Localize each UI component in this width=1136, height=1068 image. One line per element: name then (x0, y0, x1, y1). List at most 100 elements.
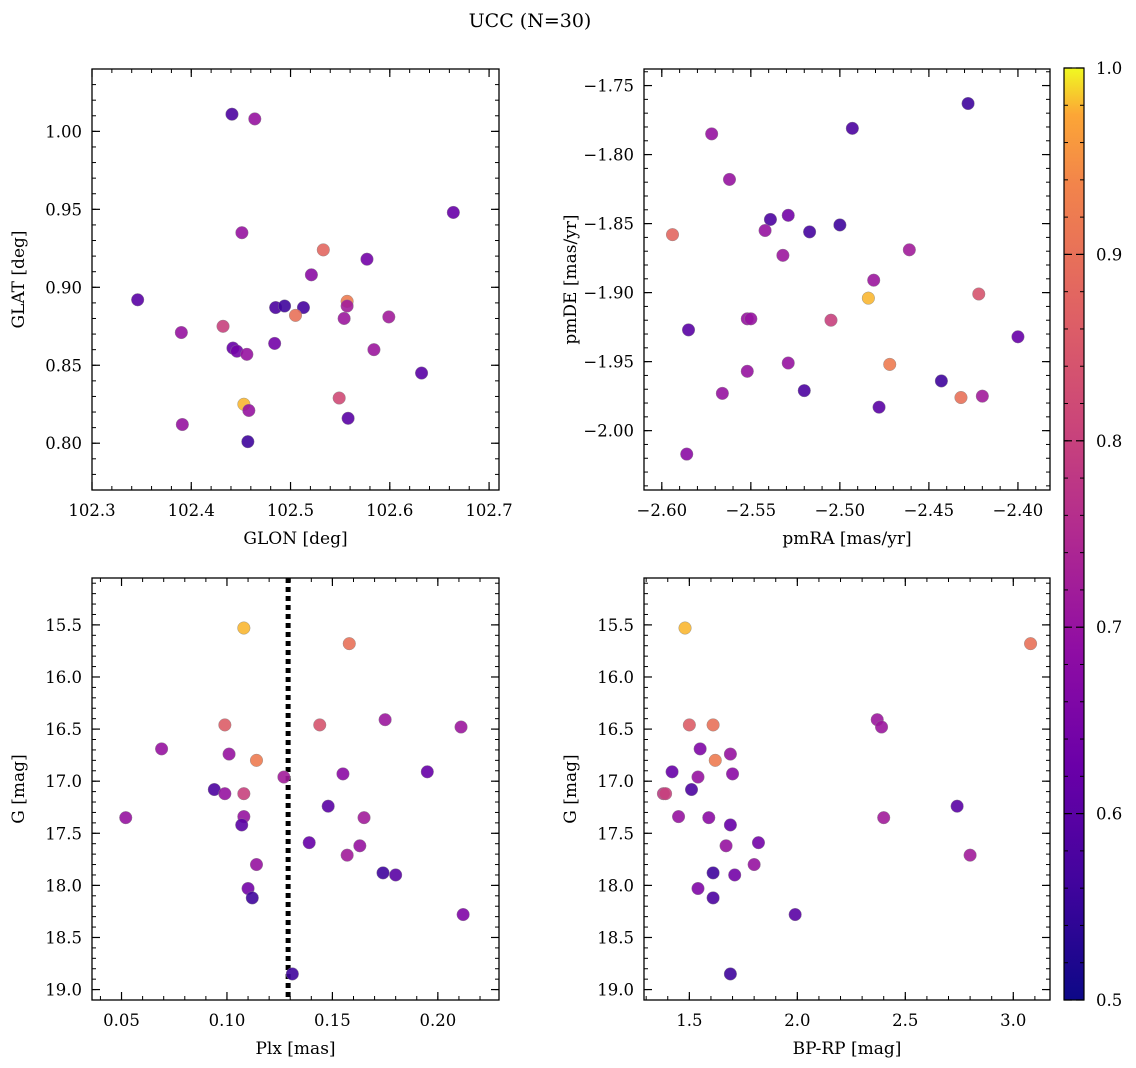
scatter-points (656, 621, 1038, 981)
y-axis-label: GLAT [deg] (9, 230, 29, 328)
scatter-point (1011, 330, 1025, 344)
scatter-point (845, 121, 859, 135)
scatter-point (961, 97, 975, 111)
scatter-point (702, 811, 716, 825)
scatter-point (237, 787, 251, 801)
x-tick-label: 0.15 (314, 1011, 351, 1030)
scatter-point (342, 637, 356, 651)
scatter-point (861, 291, 875, 305)
scatter-point (728, 868, 742, 882)
scatter-point (788, 908, 802, 922)
y-tick-label: 15.5 (45, 616, 82, 635)
scatter-point (706, 718, 720, 732)
x-tick-label: 0.05 (103, 1011, 140, 1030)
scatter-point (934, 374, 948, 388)
scatter-point (706, 891, 720, 905)
panel-plx-g: 0.05 0.10 0.15 0.20 15.5 16.0 16.5 17.0 17.5 18.0… (9, 577, 500, 1059)
x-tick-label: 102.6 (366, 501, 413, 520)
scatter-point (776, 248, 790, 262)
scatter-point (708, 753, 722, 767)
x-tick-label: 2.0 (784, 1011, 810, 1030)
scatter-point (340, 848, 354, 862)
colorbar-gradient (1063, 67, 1085, 1001)
colorbar-tick-label: 1.0 (1096, 59, 1122, 78)
scatter-point (155, 742, 169, 756)
minor-ticks (643, 69, 1050, 490)
scatter-point (218, 787, 232, 801)
x-axis-label: Plx [mas] (255, 1039, 335, 1059)
scatter-point (332, 391, 346, 405)
scatter-point (715, 386, 729, 400)
x-tick-label: −2.45 (904, 501, 955, 520)
scatter-point (268, 336, 282, 350)
scatter-point (222, 747, 236, 761)
scatter-point (665, 228, 679, 242)
y-axis-label: G [mag] (561, 754, 581, 823)
scatter-point (337, 311, 351, 325)
scatter-point (740, 364, 754, 378)
y-tick-label: 18.5 (45, 928, 82, 947)
scatter-point (302, 836, 316, 850)
y-tick-label: −1.90 (583, 284, 634, 303)
scatter-point (693, 742, 707, 756)
scatter-point (758, 223, 772, 237)
scatter-point (1024, 637, 1038, 651)
x-tick-label: −2.55 (726, 501, 777, 520)
scatter-point (119, 811, 133, 825)
scatter-point (672, 810, 686, 824)
scatter-point (341, 411, 355, 425)
colorbar-tick-label: 0.9 (1096, 245, 1122, 264)
scatter-point (833, 218, 847, 232)
scatter-point (367, 343, 381, 357)
scatter-point (824, 313, 838, 327)
scatter-point (723, 818, 737, 832)
y-tick-label: 18.0 (597, 876, 634, 895)
axes-frame-glon-glat (91, 68, 500, 491)
x-tick-label: 102.4 (168, 501, 215, 520)
scatter-point (353, 839, 367, 853)
x-tick-label: −2.50 (815, 501, 866, 520)
y-tick-label: 0.90 (45, 278, 82, 297)
scatter-point (744, 312, 758, 326)
scatter-point (678, 621, 692, 635)
x-tick-label: −2.60 (637, 501, 688, 520)
scatter-point (682, 718, 696, 732)
y-tick-label: 16.0 (597, 668, 634, 687)
scatter-point (781, 356, 795, 370)
colorbar-tick-label: 0.7 (1096, 618, 1122, 637)
x-tick-label: 0.10 (209, 1011, 246, 1030)
x-tick-label: 1.5 (676, 1011, 702, 1030)
scatter-point (781, 208, 795, 222)
scatter-point (972, 287, 986, 301)
scatter-point (240, 347, 254, 361)
scatter-point (376, 866, 390, 880)
scatter-point (235, 226, 249, 240)
scatter-point (382, 310, 396, 324)
y-axis-label: pmDE [mas/yr] (561, 214, 581, 344)
x-axis-label: BP-RP [mag] (793, 1039, 902, 1059)
y-tick-label: 0.95 (45, 200, 82, 219)
scatter-point (975, 389, 989, 403)
scatter-point (378, 713, 392, 727)
y-tick-label: −1.80 (583, 146, 634, 165)
y-tick-label: 15.5 (597, 616, 634, 635)
y-tick-label: −2.00 (583, 422, 634, 441)
panel-bprp-g: 1.5 2.0 2.5 3.0 15.5 16.0 16.5 17.0 17.5 18.0 18.5… (561, 577, 1051, 1059)
scatter-point (963, 848, 977, 862)
scatter-point (685, 783, 699, 797)
y-tick-label: −1.75 (583, 77, 634, 96)
scatter-point (719, 839, 733, 853)
scatter-point (174, 326, 188, 340)
y-tick-label: 19.0 (597, 981, 634, 1000)
scatter-point (454, 720, 468, 734)
scatter-point (723, 747, 737, 761)
scatter-point (131, 293, 145, 307)
scatter-point (289, 308, 303, 322)
scatter-point (763, 212, 777, 226)
scatter-point (420, 765, 434, 779)
x-tick-label: 3.0 (1000, 1011, 1026, 1030)
scatter-point (336, 767, 350, 781)
minor-ticks (92, 578, 499, 1001)
scatter-point (797, 384, 811, 398)
